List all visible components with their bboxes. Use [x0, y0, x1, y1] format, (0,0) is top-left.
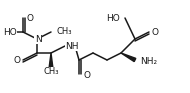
Text: HO: HO [3, 28, 17, 36]
Text: N: N [35, 35, 41, 44]
Text: O: O [83, 70, 90, 80]
Text: CH₃: CH₃ [43, 68, 59, 77]
Text: O: O [13, 56, 20, 65]
Text: NH₂: NH₂ [140, 57, 157, 65]
Text: O: O [152, 28, 159, 36]
Text: HO: HO [106, 13, 120, 23]
Text: CH₃: CH₃ [56, 27, 71, 36]
Polygon shape [121, 53, 136, 62]
Text: NH: NH [65, 41, 79, 50]
Polygon shape [49, 53, 53, 67]
Text: O: O [26, 13, 33, 23]
